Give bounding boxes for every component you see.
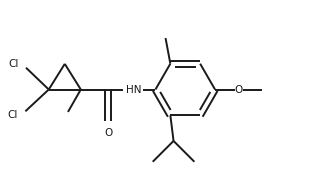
Text: HN: HN [126, 84, 141, 95]
Text: O: O [104, 128, 112, 138]
Text: Cl: Cl [7, 110, 18, 120]
Text: Cl: Cl [8, 59, 19, 69]
Text: O: O [235, 84, 243, 95]
